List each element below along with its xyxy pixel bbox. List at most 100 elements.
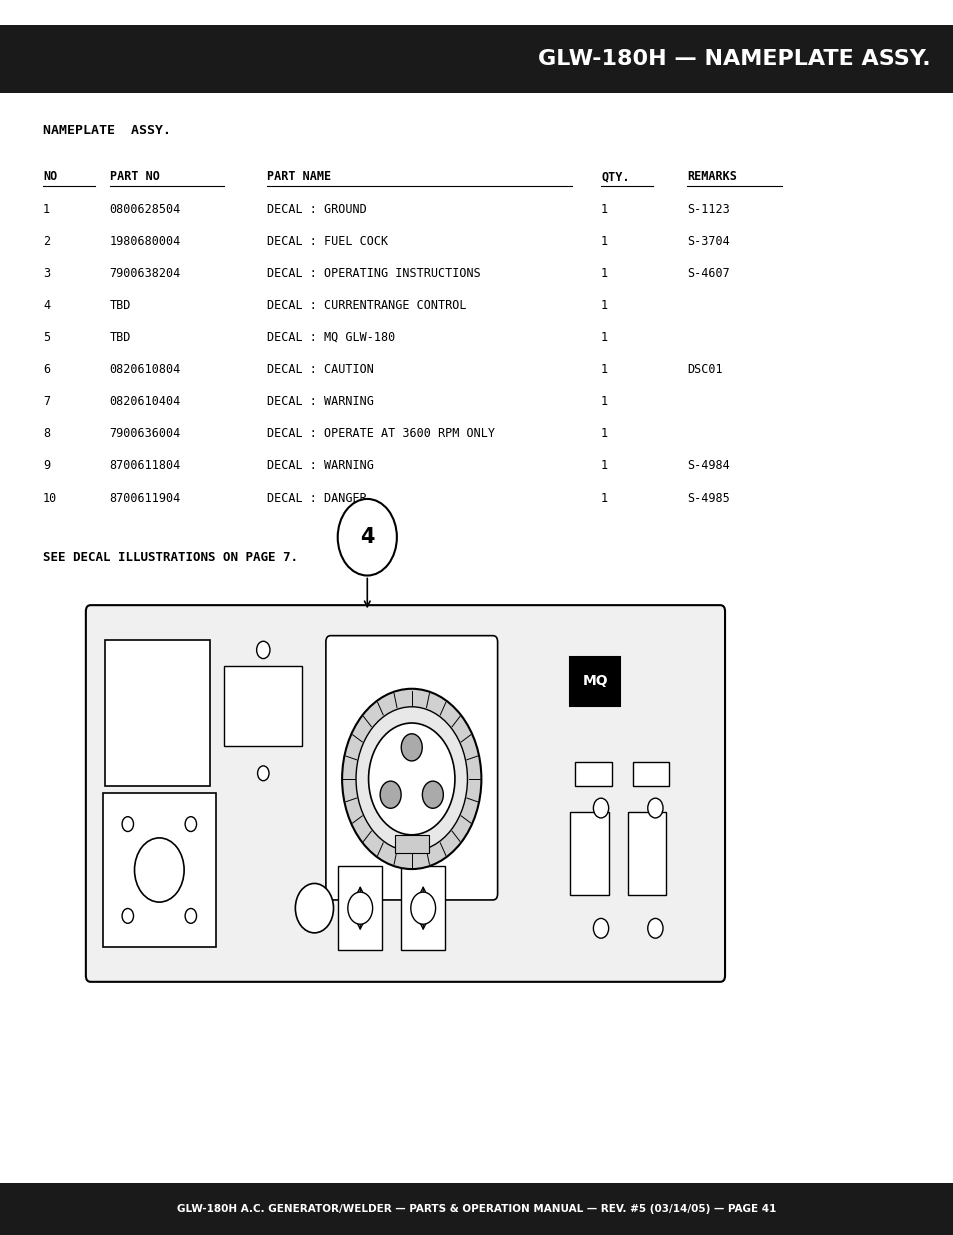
FancyBboxPatch shape — [86, 605, 724, 982]
Text: DECAL : OPERATING INSTRUCTIONS: DECAL : OPERATING INSTRUCTIONS — [267, 267, 480, 280]
Circle shape — [185, 909, 196, 924]
Text: DECAL : DANGER: DECAL : DANGER — [267, 492, 367, 505]
Text: REMARKS: REMARKS — [686, 170, 736, 184]
Circle shape — [337, 499, 396, 576]
Text: 1: 1 — [600, 492, 607, 505]
Text: AC VOLTMETER: AC VOLTMETER — [134, 795, 180, 800]
Text: 8700611804: 8700611804 — [110, 459, 181, 473]
Text: PART NO: PART NO — [110, 170, 159, 184]
Text: S-4984: S-4984 — [686, 459, 729, 473]
Text: 6: 6 — [43, 363, 50, 377]
Text: DECAL : WARNING: DECAL : WARNING — [267, 459, 374, 473]
Bar — [338, 866, 382, 950]
Text: CAUTION DO NOT SWITCH UNDER LOAD: CAUTION DO NOT SWITCH UNDER LOAD — [576, 955, 711, 961]
Text: DECAL : OPERATE AT 3600 RPM ONLY: DECAL : OPERATE AT 3600 RPM ONLY — [267, 427, 495, 441]
Text: PART NAME: PART NAME — [267, 170, 331, 184]
Text: 1980680004: 1980680004 — [110, 235, 181, 248]
Text: NO: NO — [43, 170, 57, 184]
Text: SEE DECAL ILLUSTRATIONS ON PAGE 7.: SEE DECAL ILLUSTRATIONS ON PAGE 7. — [43, 551, 297, 564]
Circle shape — [348, 892, 373, 924]
Text: 1: 1 — [43, 203, 50, 216]
Text: MQ: MQ — [582, 674, 607, 688]
Text: DECAL : WARNING: DECAL : WARNING — [267, 395, 374, 409]
Bar — [0, 25, 953, 93]
Text: 1: 1 — [600, 427, 607, 441]
Text: S-3704: S-3704 — [686, 235, 729, 248]
Circle shape — [295, 883, 334, 932]
Bar — [570, 811, 608, 895]
Text: MIN.: MIN. — [330, 884, 344, 889]
Text: MAX.: MAX. — [478, 884, 493, 889]
Text: OPERATION
SWITCH: OPERATION SWITCH — [347, 853, 373, 863]
Circle shape — [355, 706, 467, 851]
Text: 8700611904: 8700611904 — [110, 492, 181, 505]
Circle shape — [122, 816, 133, 831]
Text: TBD: TBD — [110, 331, 131, 345]
Text: S-4607: S-4607 — [686, 267, 729, 280]
Bar — [105, 641, 210, 787]
Text: 4: 4 — [359, 527, 375, 547]
Text: S-1123: S-1123 — [686, 203, 729, 216]
Bar — [627, 811, 665, 895]
Text: IN THIS RANGE ONLY: IN THIS RANGE ONLY — [495, 768, 498, 815]
Circle shape — [256, 641, 270, 658]
FancyBboxPatch shape — [326, 636, 497, 900]
Text: DECAL : CURRENTRANGE CONTROL: DECAL : CURRENTRANGE CONTROL — [267, 299, 466, 312]
Text: 4: 4 — [43, 299, 50, 312]
Text: IDLE
SWITCH: IDLE SWITCH — [415, 853, 432, 863]
Text: GLW-180H — NAMEPLATE ASSY.: GLW-180H — NAMEPLATE ASSY. — [537, 48, 929, 69]
Text: TBD: TBD — [110, 299, 131, 312]
Circle shape — [593, 798, 608, 818]
Text: 10: 10 — [43, 492, 57, 505]
Text: GLW-180H: GLW-180H — [629, 636, 725, 655]
Text: 5: 5 — [43, 331, 50, 345]
Bar — [632, 762, 668, 787]
Text: 1: 1 — [600, 459, 607, 473]
Text: DECAL : CAUTION: DECAL : CAUTION — [267, 363, 374, 377]
Text: 0820610404: 0820610404 — [110, 395, 181, 409]
Circle shape — [647, 919, 662, 939]
Bar — [0, 1183, 953, 1235]
Text: 1: 1 — [600, 395, 607, 409]
Text: AC CIRCUIT BREAKER: AC CIRCUIT BREAKER — [233, 755, 293, 760]
Circle shape — [401, 734, 422, 761]
Bar — [575, 762, 611, 787]
Text: S-4985: S-4985 — [686, 492, 729, 505]
Text: 1: 1 — [600, 235, 607, 248]
Text: USE AC POWER: USE AC POWER — [486, 739, 490, 769]
Text: 9: 9 — [43, 459, 50, 473]
Circle shape — [122, 909, 133, 924]
Bar — [395, 835, 429, 853]
Bar — [224, 666, 302, 746]
Circle shape — [257, 766, 269, 781]
Text: 8: 8 — [43, 427, 50, 441]
Text: 1: 1 — [600, 299, 607, 312]
Text: DECAL : GROUND: DECAL : GROUND — [267, 203, 367, 216]
Circle shape — [411, 892, 436, 924]
Text: 7: 7 — [43, 395, 50, 409]
Text: 1: 1 — [600, 331, 607, 345]
Bar — [570, 657, 619, 706]
Text: DECAL : MQ GLW-180: DECAL : MQ GLW-180 — [267, 331, 395, 345]
Circle shape — [134, 837, 184, 902]
Circle shape — [368, 722, 455, 835]
Text: 1: 1 — [600, 363, 607, 377]
Text: 0820610804: 0820610804 — [110, 363, 181, 377]
Text: QTY.: QTY. — [600, 170, 629, 184]
Text: 7900638204: 7900638204 — [110, 267, 181, 280]
Text: GLW-180H A.C. GENERATOR/WELDER — PARTS & OPERATION MANUAL — REV. #5 (03/14/05) —: GLW-180H A.C. GENERATOR/WELDER — PARTS &… — [177, 1204, 776, 1214]
Circle shape — [647, 798, 662, 818]
Text: CURRENT  REGULATOR: CURRENT REGULATOR — [377, 899, 445, 904]
Text: 3: 3 — [43, 267, 50, 280]
Bar — [401, 866, 445, 950]
Text: DSC01: DSC01 — [686, 363, 721, 377]
Text: 0800628504: 0800628504 — [110, 203, 181, 216]
Text: DECAL : FUEL COCK: DECAL : FUEL COCK — [267, 235, 388, 248]
Text: MULTIQUIP: MULTIQUIP — [576, 711, 614, 716]
Text: 2: 2 — [43, 235, 50, 248]
Circle shape — [422, 781, 443, 808]
Text: 7900636004: 7900636004 — [110, 427, 181, 441]
Circle shape — [342, 689, 481, 869]
Circle shape — [379, 781, 400, 808]
Text: HONDA: HONDA — [631, 737, 717, 757]
